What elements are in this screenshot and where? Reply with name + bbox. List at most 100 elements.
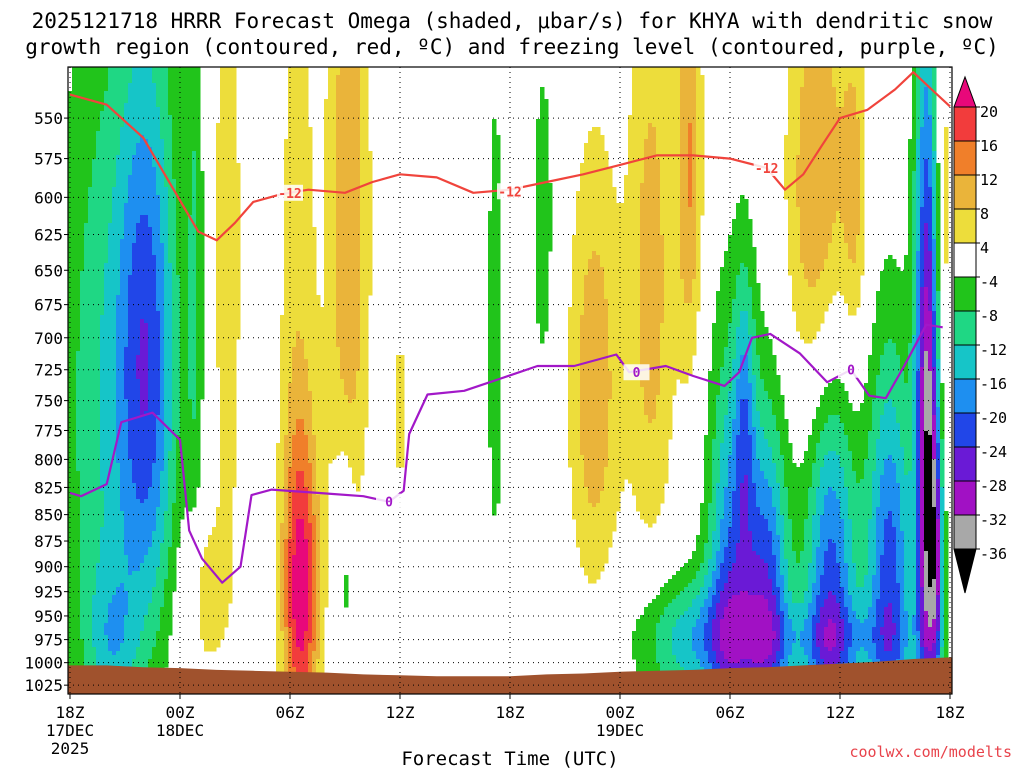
omega-cell [80,271,85,640]
omega-cell [708,559,713,588]
omega-cell [828,487,833,540]
omega-cell [836,211,841,292]
omega-cell [896,423,901,484]
omega-cell [840,619,845,652]
omega-cell [816,547,821,596]
omega-cell [824,259,829,312]
colorbar-bin-6 [953,276,977,312]
omega-cell [884,519,889,608]
omega-cell [176,275,181,436]
omega-cell [716,551,721,580]
omega-cell [816,647,821,668]
omega-cell [892,527,897,624]
omega-cell [840,107,845,224]
omega-cell [600,135,605,268]
omega-cell [688,67,693,124]
omega-cell [800,647,805,672]
omega-cell [856,619,861,652]
omega-cell [832,451,837,492]
omega-cell [648,603,653,688]
omega-cell [784,603,789,668]
omega-cell [744,311,749,356]
credit-link[interactable]: coolwx.com/modelts [849,743,1012,761]
omega-cell [776,535,781,588]
omega-cell [688,559,693,584]
omega-cell [168,547,173,636]
omega-cell [548,183,553,252]
omega-cell [852,471,857,564]
omega-cell [708,371,713,504]
omega-cell [888,399,893,456]
omega-cell [844,607,849,664]
omega-cell [928,115,933,188]
omega-cell [832,543,837,596]
omega-cell [932,507,937,580]
omega-cell [848,595,853,624]
omega-cell [400,355,405,468]
omega-cell [732,299,737,360]
omega-cell [300,339,305,420]
omega-cell [292,435,297,492]
omega-cell [824,627,829,648]
omega-cell [160,67,165,140]
y-tick-label-600: 600 [34,188,63,207]
omega-cell [792,551,797,604]
omega-cell [728,455,733,528]
omega-cell [760,515,765,560]
omega-cell [884,607,889,652]
colorbar-bin-7 [953,310,977,346]
omega-cell [340,67,345,380]
omega-cell [748,219,753,288]
omega-cell [692,67,697,280]
omega-cell [840,651,845,672]
omega-cell [580,315,585,456]
omega-cell [788,519,793,592]
omega-cell [700,587,705,608]
colorbar-bin-11 [953,446,977,482]
omega-cell [856,483,861,588]
contour-label--12: -12 [278,187,301,202]
omega-cell [148,603,153,660]
omega-cell [652,127,657,420]
omega-cell [140,415,145,504]
omega-cell [856,67,861,120]
omega-cell [928,311,933,372]
omega-cell [172,67,177,180]
omega-cell [752,483,757,552]
omega-cell [784,487,789,560]
omega-cell [200,171,205,400]
omega-cell [132,67,137,156]
omega-cell [728,391,733,456]
omega-cell [844,243,849,304]
omega-cell [544,99,549,332]
contour-label-bg [623,364,650,381]
omega-cell [728,599,733,664]
omega-cell [80,67,85,272]
omega-cell [124,591,129,616]
omega-cell [808,67,813,288]
y-tick-label-850: 850 [34,506,63,525]
omega-cell [136,355,141,380]
omega-cell [780,395,785,456]
omega-cell [760,595,765,664]
omega-cell [172,179,177,504]
omega-cell [220,67,225,640]
omega-cell [804,279,809,344]
omega-cell [716,603,721,664]
omega-cell [768,655,773,672]
colorbar-label-4: 4 [980,239,989,257]
omega-cell [720,367,725,444]
omega-cell [280,315,285,524]
omega-cell [768,531,773,580]
omega-cell [760,559,765,596]
colorbar-bin-9 [953,378,977,414]
omega-cell [168,451,173,548]
omega-cell [368,151,373,296]
omega-cell [320,307,325,692]
omega-cell [768,611,773,656]
omega-cell [812,67,817,288]
omega-cell [144,67,149,140]
omega-cell [672,655,677,684]
omega-cell [232,67,237,488]
